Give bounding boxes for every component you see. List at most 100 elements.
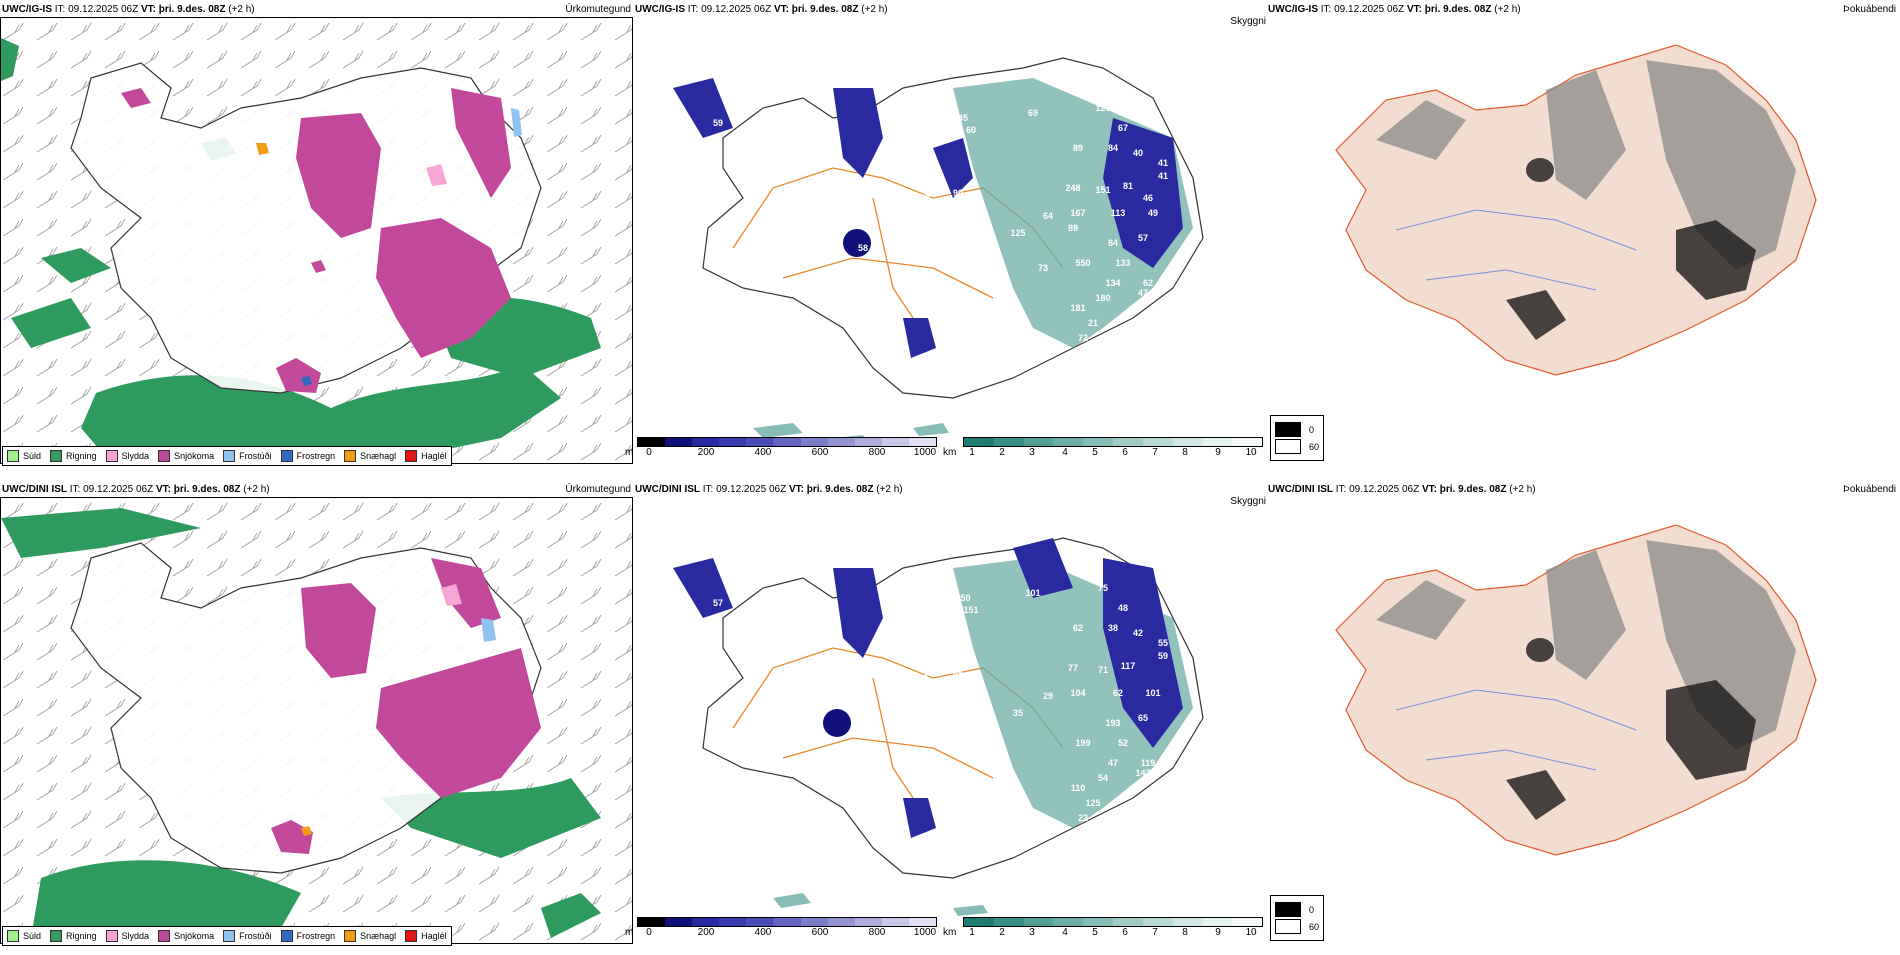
cloud-base-value: 109 xyxy=(890,173,906,183)
legend-item: Rigning xyxy=(50,450,97,462)
precip-type-legend: Súld Rigning Slydda Snjókoma Frostúði Fr… xyxy=(2,446,452,466)
cloud-base-value: 58 xyxy=(739,81,751,91)
legend-swatch xyxy=(7,930,19,942)
cloud-base-value: 133 xyxy=(1115,258,1131,268)
cloud-base-value: 150 xyxy=(955,593,971,603)
cloud-base-value: 81 xyxy=(897,115,909,125)
legend-item: Snjókoma xyxy=(158,930,214,942)
cloud-base-value: 86 xyxy=(917,673,929,683)
cloud-base-value: 110 xyxy=(1070,783,1086,793)
colorbar-unit: km xyxy=(943,927,957,938)
cloud-base-value: 47 xyxy=(1107,758,1119,768)
cloud-base-value: 248 xyxy=(1065,183,1081,193)
legend-item: Súld xyxy=(7,450,41,462)
colorbar-strip xyxy=(637,437,937,447)
legend-swatch xyxy=(344,450,357,462)
cloud-base-value: 48 xyxy=(1117,603,1129,613)
cloud-base-value: 154 xyxy=(855,723,871,733)
cloud-base-value: 550 xyxy=(1075,258,1091,268)
cloud-base-value: 62 xyxy=(759,163,771,173)
cloud-base-value: 106 xyxy=(883,118,899,128)
cloud-base-value: 106 xyxy=(925,135,941,145)
cloud-base-value: 84 xyxy=(1107,143,1119,153)
cloud-base-value: 199 xyxy=(1075,738,1091,748)
legend-item: Frostúði xyxy=(223,450,272,462)
cloud-base-value: 89 xyxy=(1072,143,1084,153)
cloud-base-value: 100 xyxy=(763,115,779,125)
legend-item: Frostregn xyxy=(280,450,335,462)
legend-swatch xyxy=(280,930,293,942)
cloud-base-value: 83 xyxy=(912,643,924,653)
iceland-precip-map xyxy=(1,498,632,943)
cloud-base-value: 22 xyxy=(1077,813,1089,823)
cloud-base-value: 54 xyxy=(942,583,954,593)
cloud-base-value: 62 xyxy=(1112,688,1124,698)
cloud-base-value: 65 xyxy=(952,668,964,678)
legend-swatch xyxy=(223,930,236,942)
cloud-base-value: 49 xyxy=(1147,208,1159,218)
cloud-number-layer: 59 58 106 100 88 62 81 106 126 80 92 109 172 69 45 60 69… xyxy=(633,28,1233,448)
cloud-base-value: 38 xyxy=(1107,623,1119,633)
cloud-base-value: 113 xyxy=(1110,208,1126,218)
cloud-base-value: 40 xyxy=(1132,148,1144,158)
colorbar-ticks: 0 200 400 600 800 1000 xyxy=(646,927,937,938)
cloud-base-value: 142 xyxy=(1135,768,1151,778)
legend-swatch xyxy=(344,930,357,942)
panel-title: UWC/DINI ISL IT: 09.12.2025 06Z VT: þri.… xyxy=(1268,484,1536,495)
cloud-base-value: 84 xyxy=(1107,238,1119,248)
cloud-base-value: 41 xyxy=(1157,171,1169,181)
fog-indicator-panel: UWC/DINI ISL IT: 09.12.2025 06Z VT: þri.… xyxy=(1266,480,1900,955)
cloud-base-value: 62 xyxy=(1142,278,1154,288)
colorbar-ticks: 1 2 3 4 5 6 7 8 9 10 xyxy=(969,927,1257,938)
colorbar-strip xyxy=(637,917,937,927)
legend-item: Slydda xyxy=(105,930,149,942)
cloud-base-value: 75 xyxy=(1097,583,1109,593)
legend-swatch xyxy=(223,450,236,462)
precip-type-map[interactable] xyxy=(0,17,633,464)
cloud-number-layer: 57 42 52 91 74 84 87 140 30 135 83 56 86 54 150 151 101 6… xyxy=(633,508,1233,928)
cloud-base-value: 151 xyxy=(963,605,979,615)
cloud-base-value: 35 xyxy=(1012,708,1024,718)
fog-indicator-panel: UWC/IG-IS IT: 09.12.2025 06Z VT: þri. 9.… xyxy=(1266,0,1900,475)
legend-item: Rigning xyxy=(50,930,97,942)
cloud-base-value: 67 xyxy=(1117,123,1129,133)
cloud-base-value: 126 xyxy=(915,153,931,163)
iceland-fog-map[interactable] xyxy=(1296,510,1896,910)
cloud-base-value: 71 xyxy=(1097,665,1109,675)
fog-title: Þokuábendi xyxy=(1843,4,1896,15)
iceland-fog-map[interactable] xyxy=(1296,30,1896,430)
cloud-base-value: 135 xyxy=(880,628,896,638)
fog-legend: 0 60 xyxy=(1270,895,1325,941)
cloud-base-value: 75 xyxy=(927,358,939,368)
panel-title: UWC/IG-IS IT: 09.12.2025 06Z VT: þri. 9.… xyxy=(635,4,888,15)
cloud-base-value: 42 xyxy=(1132,628,1144,638)
colorbar-strip xyxy=(963,437,1263,447)
colorbar-unit: m xyxy=(625,927,634,938)
cloud-base-value: 127 xyxy=(1095,103,1111,113)
cloud-base-value: 193 xyxy=(1105,718,1121,728)
cloud-base-value: 84 xyxy=(759,643,771,653)
fog-legend: 0 60 xyxy=(1270,415,1325,461)
cloud-base-value: 57 xyxy=(1137,233,1149,243)
colorbar-strip xyxy=(963,917,1263,927)
cloud-base-value: 92 xyxy=(912,163,924,173)
cloud-visibility-panel: UWC/DINI ISL IT: 09.12.2025 06Z VT: þri.… xyxy=(633,480,1268,955)
cloud-base-value: 91 xyxy=(765,595,777,605)
cloud-base-value: 52 xyxy=(885,598,897,608)
precip-type-legend: Súld Rigning Slydda Snjókoma Frostúði Fr… xyxy=(2,926,452,946)
cloud-base-value: 46 xyxy=(1142,193,1154,203)
cloud-base-value: 65 xyxy=(1137,713,1149,723)
cloud-base-value: 62 xyxy=(1072,623,1084,633)
cloud-base-value: 72 xyxy=(1077,333,1089,343)
panel-title: UWC/DINI ISL IT: 09.12.2025 06Z VT: þri.… xyxy=(635,484,903,495)
iceland-cloud-map[interactable] xyxy=(633,28,1233,448)
cloud-base-value: 151 xyxy=(1095,185,1111,195)
legend-item: Snjókoma xyxy=(158,450,214,462)
iceland-cloud-map[interactable] xyxy=(633,508,1233,928)
precip-type-panel: UWC/DINI ISL IT: 09.12.2025 06Z VT: þri.… xyxy=(0,480,635,955)
cloud-base-value: 28 xyxy=(937,381,949,391)
precip-type-map[interactable] xyxy=(0,497,633,944)
cloud-base-value: 55 xyxy=(1157,638,1169,648)
cloud-base-value: 109 xyxy=(980,258,996,268)
panel-title: UWC/DINI ISL IT: 09.12.2025 06Z VT: þri.… xyxy=(2,484,270,495)
